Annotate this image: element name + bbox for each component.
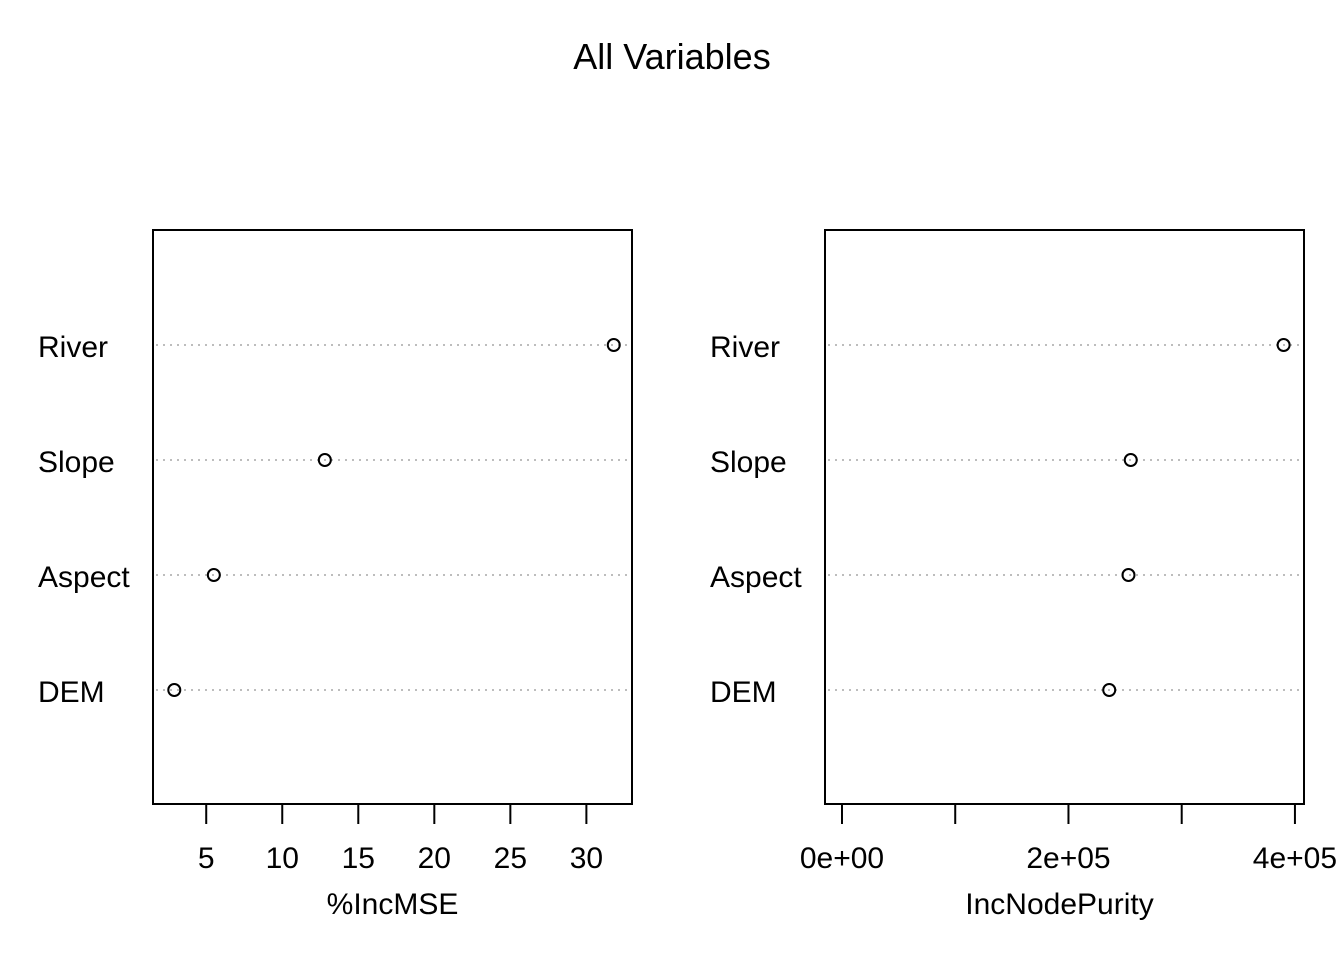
- category-label-river: River: [710, 331, 780, 364]
- plot-frame: [824, 229, 1305, 805]
- data-point-slope: [1123, 453, 1138, 467]
- plot-frame: [152, 229, 633, 805]
- category-label-dem: DEM: [38, 676, 105, 709]
- data-point-dem: [167, 683, 182, 697]
- data-point-aspect: [1121, 568, 1136, 582]
- data-point-aspect: [206, 568, 221, 582]
- category-label-river: River: [38, 331, 108, 364]
- category-label-dem: DEM: [710, 676, 777, 709]
- category-label-aspect: Aspect: [38, 561, 130, 594]
- data-point-river: [1276, 338, 1291, 352]
- data-point-slope: [317, 453, 332, 467]
- x-tick-label: 5: [198, 842, 215, 875]
- category-label-slope: Slope: [38, 446, 115, 479]
- panel-incmse: River Slope Aspect DEM 5 10 15 20 25 30 %IncMSE: [38, 229, 633, 921]
- x-tick-label: 0e+00: [800, 842, 884, 875]
- data-point-river: [606, 338, 621, 352]
- x-tick-label: 10: [266, 842, 299, 875]
- x-tick-label: 30: [570, 842, 603, 875]
- x-tick-label: 25: [494, 842, 527, 875]
- data-point-dem: [1102, 683, 1117, 697]
- x-tick-label: 2e+05: [1026, 842, 1110, 875]
- chart-title: All Variables: [573, 36, 771, 77]
- x-tick-label: 4e+05: [1253, 842, 1337, 875]
- category-label-aspect: Aspect: [710, 561, 802, 594]
- x-tick-label: 20: [418, 842, 451, 875]
- x-axis-label: %IncMSE: [327, 888, 459, 921]
- panel-incnodepurity: River Slope Aspect DEM 0e+00 2e+05 4e+05 IncNod…: [710, 229, 1337, 921]
- category-label-slope: Slope: [710, 446, 787, 479]
- x-tick-label: 15: [342, 842, 375, 875]
- x-axis-label: IncNodePurity: [965, 888, 1153, 921]
